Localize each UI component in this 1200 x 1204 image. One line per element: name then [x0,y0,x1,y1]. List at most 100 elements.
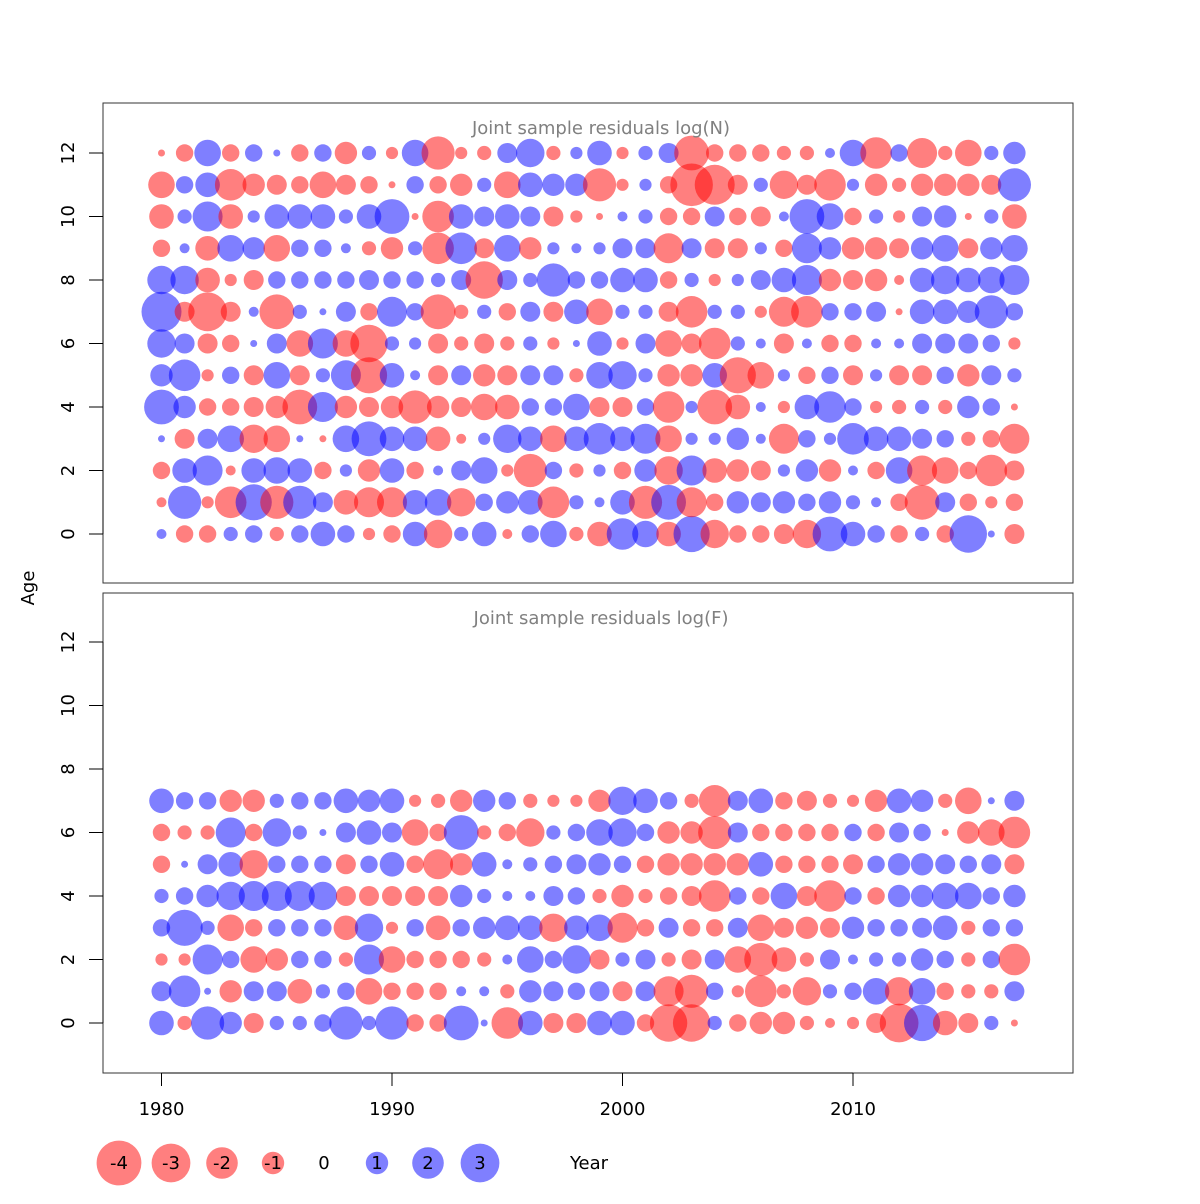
residual-bubble [454,336,469,351]
residual-bubble [612,397,633,417]
residual-bubble [219,980,242,1003]
residual-bubble [867,887,885,905]
residual-bubble [477,952,492,967]
residual-bubble [981,174,1002,195]
residual-bubble [406,1014,424,1032]
residual-bubble [673,515,710,553]
residual-bubble [1003,141,1026,165]
residual-bubble [680,364,703,387]
residual-bubble [682,207,701,226]
residual-bubble [657,821,680,844]
residual-bubble [825,1018,835,1028]
residual-bubble [168,359,201,392]
residual-bubble [586,298,613,326]
residual-bubble [1004,790,1025,811]
residual-bubble [354,944,384,975]
residual-bubble [569,495,584,510]
residual-bubble [523,793,538,808]
residual-bubble [217,235,244,262]
residual-bubble [636,919,655,937]
residual-bubble [727,238,748,259]
residual-bubble [685,432,698,445]
residual-bubble [935,333,956,354]
residual-bubble [177,209,192,224]
residual-bubble [470,393,498,421]
residual-bubble [974,295,1008,329]
residual-bubble [632,520,659,548]
residual-bubble [957,173,980,196]
residual-bubble [263,362,291,389]
residual-bubble [676,455,707,486]
residual-bubble [425,915,451,941]
residual-bubble [931,882,959,910]
residual-bubble [422,232,454,265]
residual-bubble [333,915,359,941]
residual-bubble [820,917,840,938]
residual-bubble [264,204,290,229]
residual-bubble [451,365,472,386]
residual-bubble [141,291,182,332]
residual-bubble [361,145,377,161]
residual-bubble [1003,884,1026,908]
residual-bubble [338,952,353,967]
residual-bubble [339,464,352,477]
legend-label: -3 [162,1153,180,1174]
residual-bubble [770,882,798,910]
y-tick-label: 8 [58,763,79,774]
residual-bubble [357,789,381,812]
y-tick-label: 0 [58,528,79,539]
residual-bubble [222,144,240,162]
residual-bubble [794,394,820,420]
residual-bubble [773,917,794,938]
residual-bubble [608,818,637,847]
residual-bubble [912,365,933,386]
residual-bubble [283,485,317,519]
residual-bubble [823,432,837,445]
residual-bubble [516,818,545,847]
residual-bubble [864,237,888,260]
residual-bubble [674,135,709,171]
residual-bubble [938,399,953,415]
residual-bubble [980,237,1003,260]
residual-bubble [821,334,839,353]
residual-bubble [582,168,617,202]
y-tick-label: 0 [58,1017,79,1028]
residual-bubble [594,497,605,508]
residual-bubble [931,235,959,262]
residual-bubble [245,823,263,842]
residual-bubble [491,1007,524,1039]
residual-bubble [698,327,731,360]
residual-bubble [792,977,822,1006]
residual-bubble [777,400,791,414]
residual-bubble [791,265,822,295]
residual-bubble [547,242,560,255]
residual-bubble [425,426,451,452]
residual-bubble [702,458,727,483]
residual-bubble [934,205,957,228]
residual-bubble [935,492,956,513]
residual-bubble [454,526,469,542]
residual-bubble [428,333,449,354]
residual-bubble [308,881,338,911]
residual-bubble [495,204,520,229]
residual-bubble [470,457,498,484]
residual-bubble [291,144,309,162]
residual-bubble [151,981,172,1002]
residual-bubble [957,821,980,844]
residual-bubble [445,232,478,265]
residual-bubble [867,919,885,937]
residual-bubble [195,267,220,293]
residual-bubble [356,820,382,845]
residual-bubble [310,521,336,547]
residual-bubble [152,919,171,937]
y-tick-label: 12 [58,631,79,654]
residual-bubble [726,491,749,514]
y-tick-label: 4 [58,890,79,901]
residual-bubble [610,426,635,452]
residual-bubble [978,266,1005,294]
residual-bubble [450,853,473,876]
residual-bubble [218,852,243,877]
residual-bubble [410,370,421,381]
residual-bubble [521,525,539,543]
residual-bubble [892,399,907,415]
